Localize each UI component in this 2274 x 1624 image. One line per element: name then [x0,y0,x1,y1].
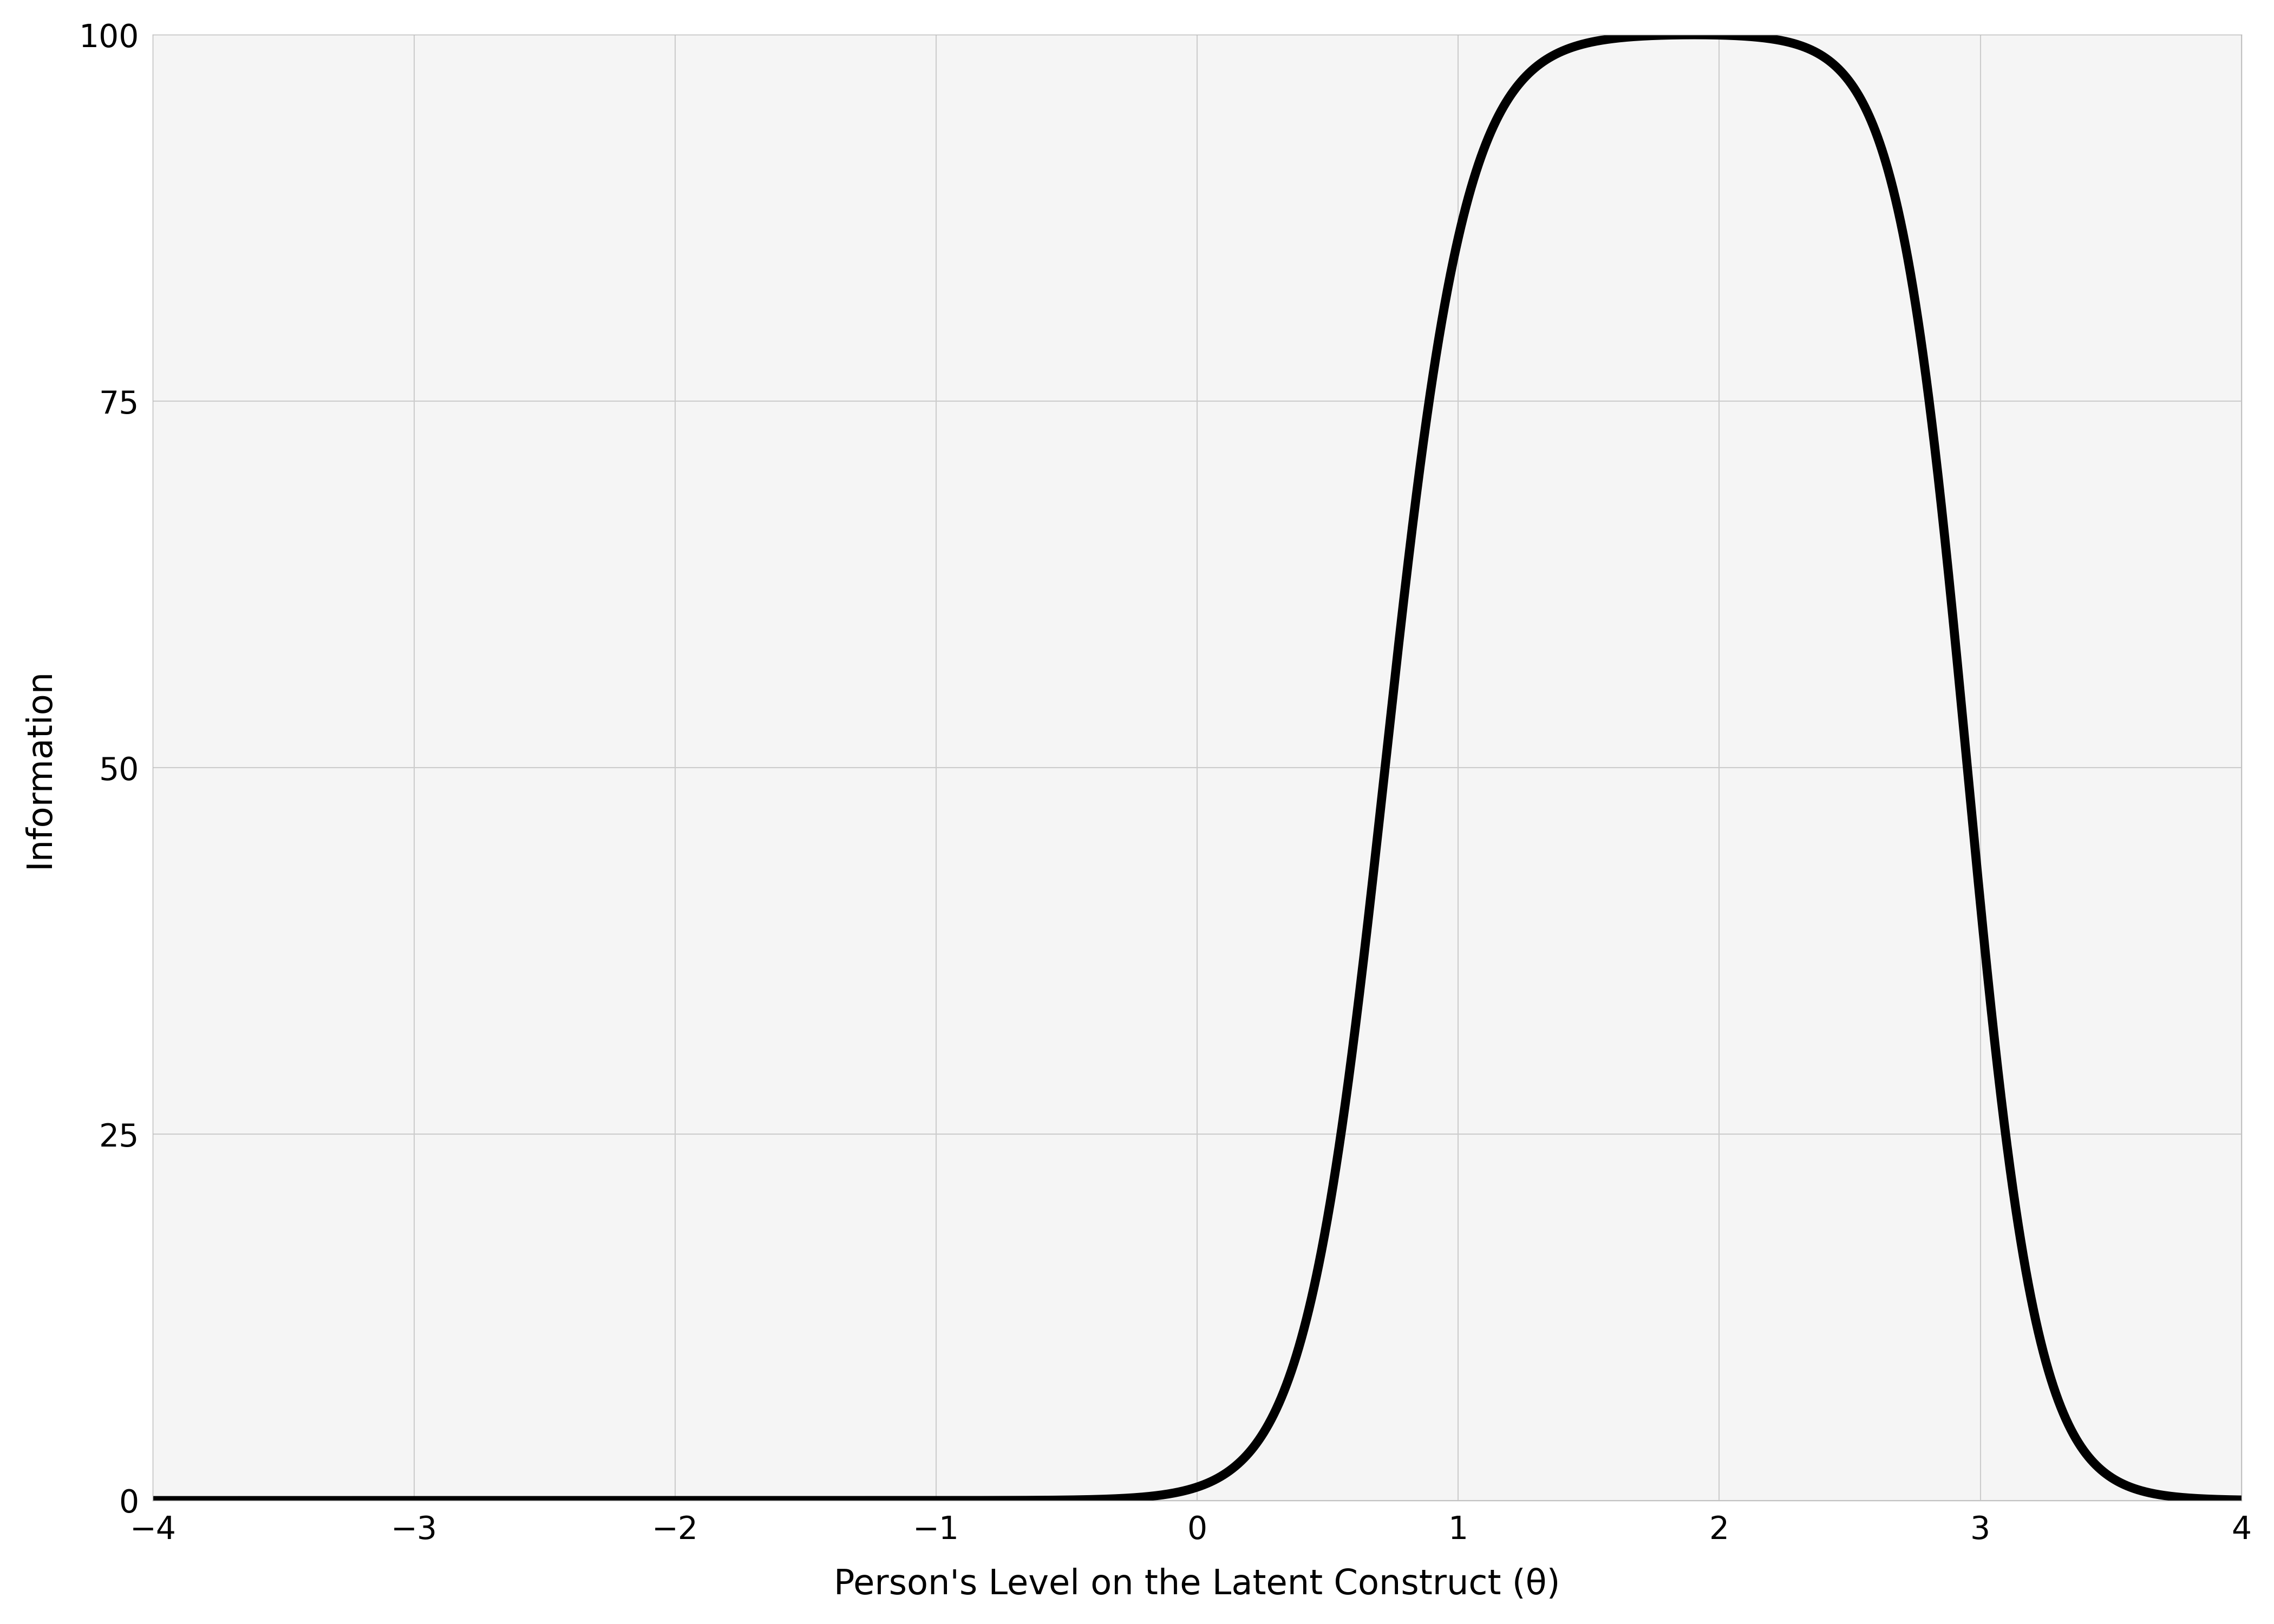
Y-axis label: Information: Information [23,667,57,867]
X-axis label: Person's Level on the Latent Construct (θ): Person's Level on the Latent Construct (… [835,1567,1560,1601]
